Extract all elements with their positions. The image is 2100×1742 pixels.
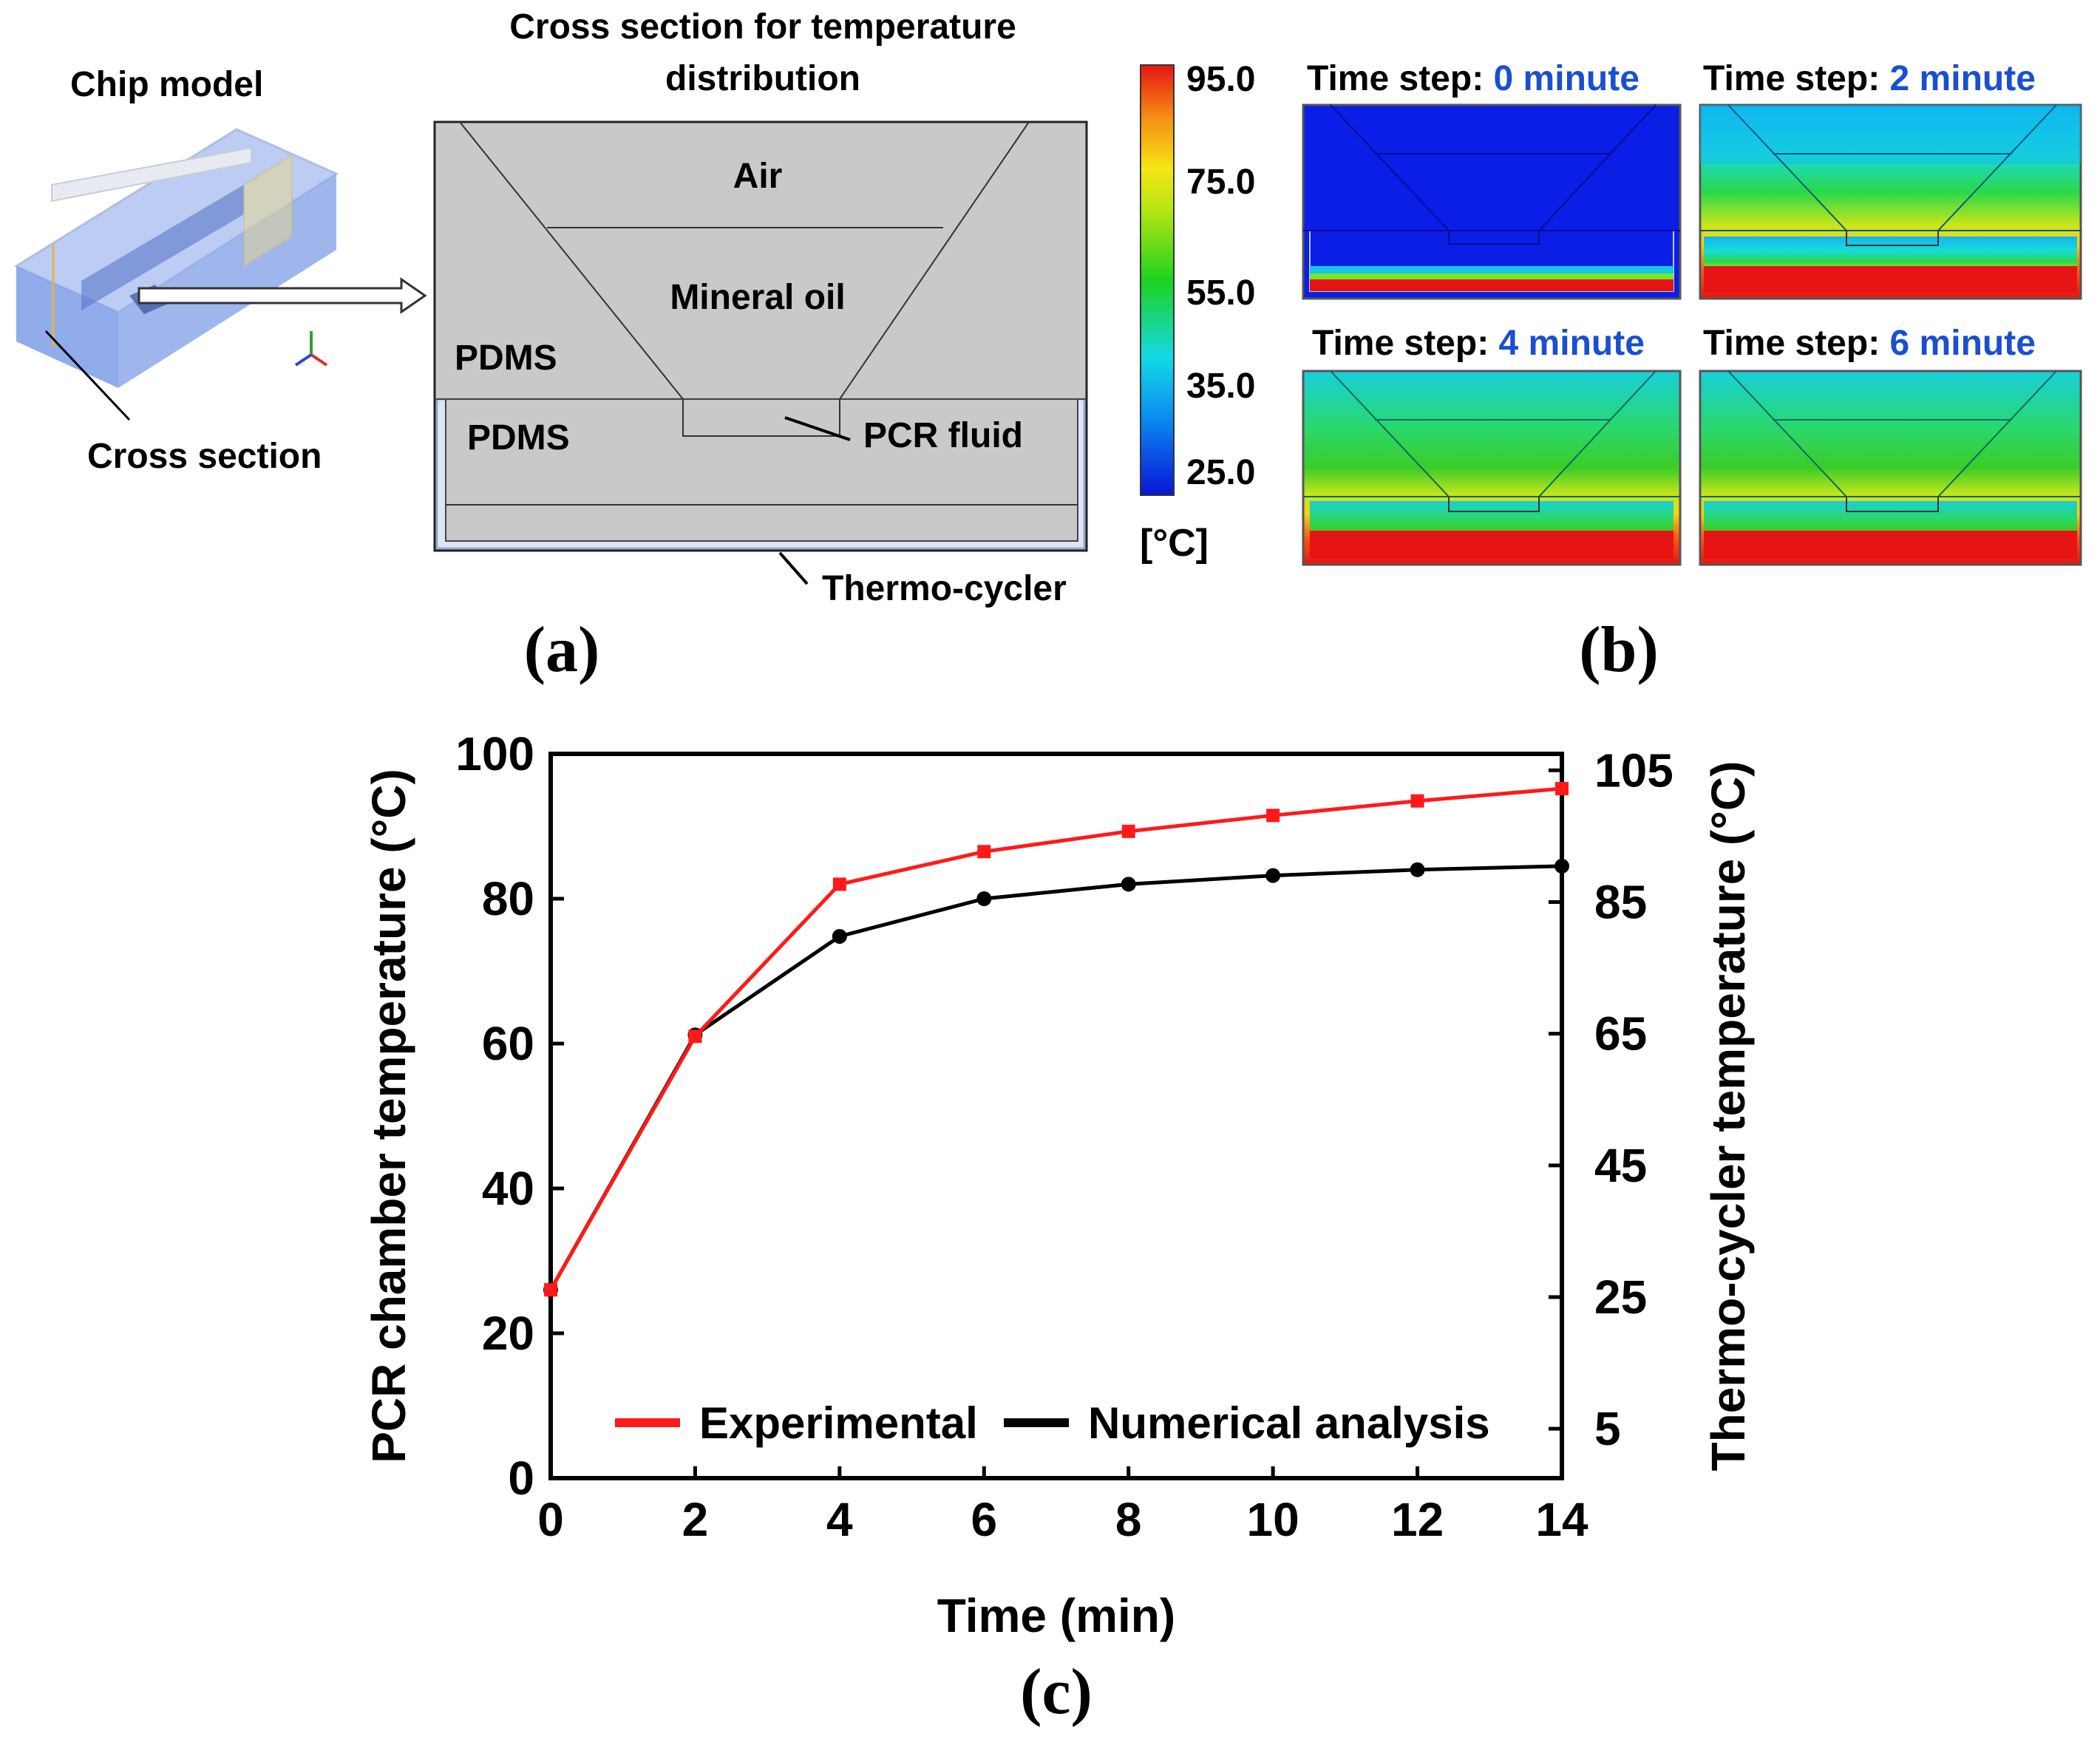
data-point-numerical: [1265, 868, 1281, 883]
data-point-experimental: [688, 1030, 702, 1044]
pdms-upper-label: PDMS: [455, 338, 557, 378]
y-right-tick-label: 5: [1594, 1402, 1621, 1455]
air-label: Air: [733, 157, 783, 196]
colorbar: [1140, 64, 1175, 496]
data-point-numerical: [832, 928, 847, 944]
colorbar-tick-35: 35.0: [1186, 367, 1255, 406]
data-point-experimental: [1266, 809, 1280, 823]
data-point-numerical: [1410, 862, 1425, 877]
panel-b: 95.0 75.0 55.0 35.0 25.0 [°C] Time step:…: [1140, 59, 2082, 686]
x-tick-label: 4: [826, 1493, 853, 1546]
series-line-numerical: [548, 864, 1563, 1291]
legend-label-experimental: Experimental: [699, 1398, 978, 1448]
y-left-tick-label: 80: [482, 872, 534, 925]
axis-x-icon: [310, 353, 328, 367]
cross-section-diagram: [433, 120, 1088, 552]
time-step-value: 0 minute: [1494, 59, 1639, 98]
y-right-tick-label: 45: [1594, 1139, 1647, 1192]
chip-model-label: Chip model: [70, 65, 263, 104]
data-point-numerical: [1121, 877, 1136, 892]
series-markers: [543, 782, 1569, 1298]
data-point-experimental: [544, 1283, 557, 1297]
pcr-fluid-pointer: [784, 416, 851, 441]
y-left-tick-label: 20: [482, 1307, 534, 1360]
pcr-fluid-label: PCR fluid: [863, 416, 1023, 455]
time-step-value: 6 minute: [1890, 324, 2036, 363]
data-point-numerical: [1554, 858, 1569, 874]
heatmap-4-minute: [1302, 370, 1682, 566]
heatmap-6-minute: [1699, 370, 2082, 566]
x-tick-label: 2: [682, 1493, 709, 1546]
colorbar-unit: [°C]: [1140, 522, 1209, 565]
panel-a: Chip model Cross section Cross section f…: [13, 7, 1088, 686]
arrow-right-icon: [137, 277, 427, 314]
cross-section-pointer: [44, 330, 131, 421]
cross-section-title-line1: Cross section for temperature: [509, 7, 1016, 47]
legend-label-numerical: Numerical analysis: [1088, 1398, 1490, 1448]
thermo-cycler-label: Thermo-cycler: [822, 569, 1067, 608]
y-right-tick-label: 105: [1594, 744, 1673, 797]
y-left-tick-label: 40: [482, 1162, 534, 1215]
data-point-experimental: [1121, 824, 1135, 838]
series-lines: [548, 786, 1563, 1291]
x-tick-label: 0: [537, 1493, 564, 1546]
mineral-oil-label: Mineral oil: [670, 278, 845, 317]
time-step-title-2: Time step: 2 minute: [1703, 59, 2036, 98]
y-right-tick-label: 25: [1594, 1270, 1647, 1324]
cross-section-title-line2: distribution: [665, 59, 860, 98]
time-step-prefix: Time step:: [1703, 324, 1890, 363]
colorbar-tick-55: 55.0: [1186, 273, 1255, 313]
x-tick-label: 14: [1535, 1493, 1588, 1546]
y-right-tick-label: 65: [1594, 1007, 1647, 1061]
plot-frame: [548, 752, 1564, 1480]
time-step-title-6: Time step: 6 minute: [1703, 324, 2036, 363]
data-point-experimental: [1410, 794, 1424, 808]
panel-c-chart: 0 2 4 6 8 10 12 14 0 20 40 60 80 100 5 25 45 65 85 105 Time…: [362, 727, 1755, 1728]
colorbar-tick-75: 75.0: [1186, 163, 1255, 202]
axis-ticks: [548, 752, 1564, 1480]
time-step-value: 2 minute: [1890, 59, 2036, 98]
time-step-prefix: Time step:: [1307, 59, 1494, 98]
thermo-cycler-pointer: [778, 551, 809, 585]
data-point-experimental: [1555, 782, 1569, 796]
time-step-title-0: Time step: 0 minute: [1307, 59, 1639, 98]
series-line-experimental: [548, 786, 1563, 1291]
x-tick-label: 10: [1247, 1493, 1299, 1546]
panel-a-label: (a): [524, 614, 600, 686]
data-point-numerical: [976, 891, 992, 906]
cross-section-label: Cross section: [87, 437, 322, 476]
y-left-tick-label: 100: [455, 727, 534, 780]
legend: Experimental Numerical analysis: [615, 1398, 1490, 1448]
y-left-tick-label: 0: [508, 1452, 534, 1505]
time-step-title-4: Time step: 4 minute: [1312, 324, 1645, 363]
time-step-prefix: Time step:: [1312, 324, 1499, 363]
x-axis-label: Time (min): [937, 1589, 1175, 1642]
panel-c-label: (c): [1020, 1656, 1093, 1728]
y-axis-left-label: PCR chamber temperature (°C): [362, 769, 415, 1463]
colorbar-tick-25: 25.0: [1186, 453, 1255, 492]
x-tick-label: 8: [1115, 1493, 1142, 1546]
time-step-value: 4 minute: [1499, 324, 1645, 363]
heatmap-2-minute: [1699, 103, 2082, 300]
time-step-prefix: Time step:: [1703, 59, 1890, 98]
panel-b-label: (b): [1579, 614, 1659, 686]
y-axis-right-label: Thermo-cycler temperature (°C): [1702, 761, 1755, 1471]
heatmap-0-minute: [1302, 103, 1682, 300]
data-point-experimental: [832, 877, 846, 891]
axis-y-icon: [294, 353, 313, 367]
x-tick-label: 6: [971, 1493, 997, 1546]
pdms-lower-label: PDMS: [467, 418, 570, 457]
colorbar-tick-95: 95.0: [1186, 60, 1255, 99]
data-point-experimental: [977, 845, 991, 859]
y-right-tick-label: 85: [1594, 875, 1647, 928]
y-left-tick-label: 60: [482, 1017, 534, 1070]
tick-labels: 0 2 4 6 8 10 12 14 0 20 40 60 80 100 5 25 45 65 85 105: [455, 727, 1673, 1546]
x-tick-label: 12: [1391, 1493, 1444, 1546]
